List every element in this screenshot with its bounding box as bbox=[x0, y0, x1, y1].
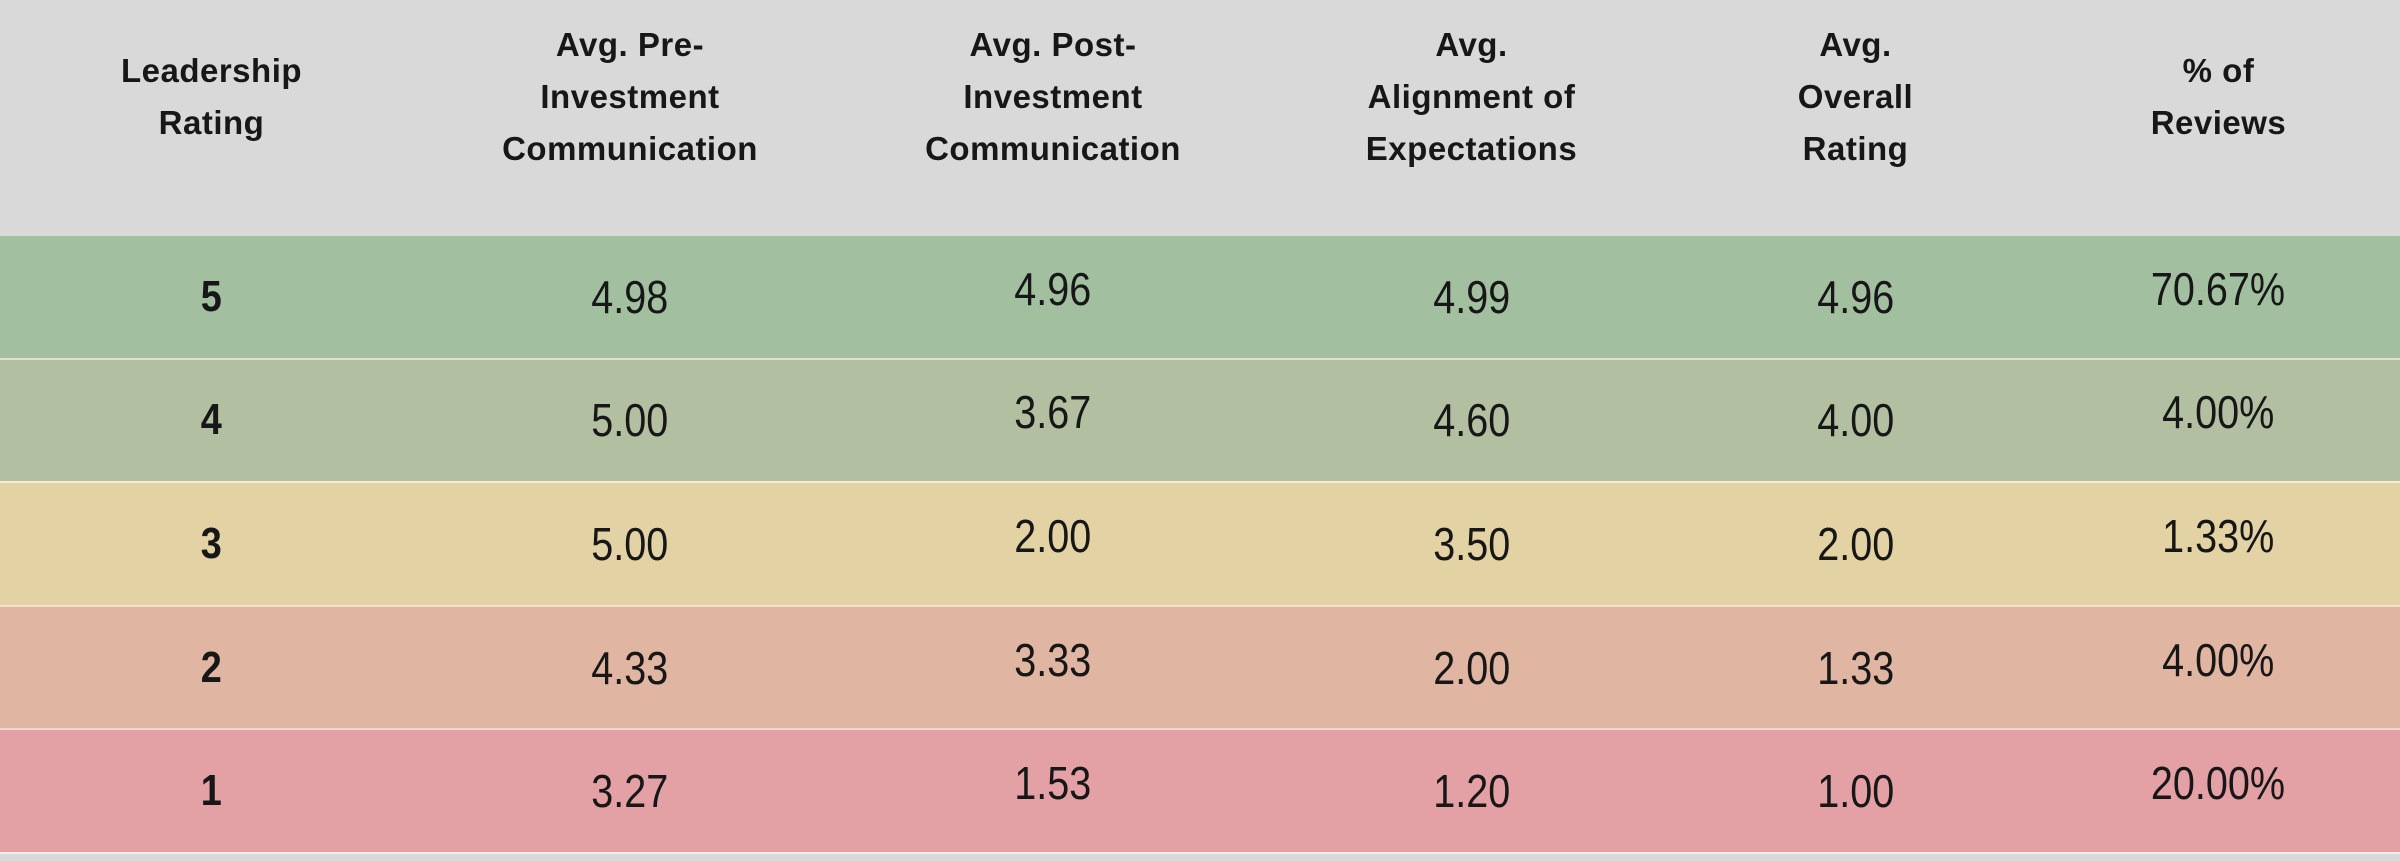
pre-investment-value: 5.00 bbox=[591, 517, 669, 570]
header-line: Investment bbox=[540, 78, 720, 115]
cell-percent-of-reviews: 70.67% bbox=[2037, 236, 2400, 358]
post-investment-value: 3.33 bbox=[1014, 633, 1092, 686]
percent-of-reviews-value: 20.00% bbox=[2151, 757, 2286, 810]
cell-pre-investment-communication: 4.98 bbox=[423, 236, 837, 358]
header-line: Communication bbox=[502, 130, 758, 167]
cell-overall-rating: 1.33 bbox=[1674, 607, 2037, 729]
header-line: Alignment of bbox=[1367, 78, 1576, 115]
table-row-rating-4: 4 5.00 3.67 4.60 4.00 4.00% bbox=[0, 357, 2400, 482]
table-header-row: Leadership Rating Avg. Pre- Investment C… bbox=[0, 0, 2400, 236]
alignment-value: 4.99 bbox=[1433, 270, 1510, 323]
cell-alignment-of-expectations: 4.60 bbox=[1269, 360, 1674, 482]
header-line: Leadership bbox=[120, 52, 303, 89]
post-investment-value: 4.96 bbox=[1014, 262, 1092, 315]
cell-leadership-rating: 5 bbox=[0, 236, 423, 358]
header-line: % of bbox=[2182, 52, 2255, 89]
cell-alignment-of-expectations: 1.20 bbox=[1269, 730, 1674, 852]
post-investment-value: 2.00 bbox=[1014, 509, 1092, 562]
cell-percent-of-reviews: 4.00% bbox=[2037, 607, 2400, 729]
cell-overall-rating: 2.00 bbox=[1674, 483, 2037, 605]
header-line: Communication bbox=[925, 130, 1181, 167]
post-investment-value: 3.67 bbox=[1014, 386, 1092, 439]
cell-overall-rating: 4.96 bbox=[1674, 236, 2037, 358]
cell-leadership-rating: 1 bbox=[0, 730, 423, 852]
cell-post-investment-communication: 2.00 bbox=[837, 483, 1269, 605]
alignment-value: 4.60 bbox=[1433, 394, 1510, 447]
cell-pre-investment-communication: 4.33 bbox=[423, 607, 837, 729]
cell-post-investment-communication: 1.53 bbox=[837, 730, 1269, 852]
cell-alignment-of-expectations: 2.00 bbox=[1269, 607, 1674, 729]
header-line: Avg. bbox=[1435, 26, 1508, 63]
pre-investment-value: 5.00 bbox=[591, 394, 669, 447]
percent-of-reviews-value: 70.67% bbox=[2151, 262, 2286, 315]
header-line: Rating bbox=[158, 104, 265, 141]
cell-percent-of-reviews: 4.00% bbox=[2037, 360, 2400, 482]
header-line: Expectations bbox=[1365, 130, 1578, 167]
cell-post-investment-communication: 4.96 bbox=[837, 236, 1269, 358]
cell-post-investment-communication: 3.33 bbox=[837, 607, 1269, 729]
cell-pre-investment-communication: 5.00 bbox=[423, 360, 837, 482]
partial-next-row-strip bbox=[0, 851, 2400, 861]
percent-of-reviews-value: 4.00% bbox=[2162, 633, 2275, 686]
header-line: Avg. bbox=[1819, 26, 1892, 63]
header-cell-pre-investment-communication: Avg. Pre- Investment Communication bbox=[423, 0, 837, 236]
header-line: Reviews bbox=[2150, 104, 2287, 141]
leadership-rating-value: 1 bbox=[200, 766, 223, 816]
overall-rating-value: 1.33 bbox=[1817, 641, 1894, 694]
header-cell-leadership-rating: Leadership Rating bbox=[0, 0, 423, 236]
cell-leadership-rating: 4 bbox=[0, 360, 423, 482]
header-cell-post-investment-communication: Avg. Post- Investment Communication bbox=[837, 0, 1269, 236]
alignment-value: 1.20 bbox=[1433, 765, 1510, 818]
alignment-value: 3.50 bbox=[1433, 517, 1510, 570]
cell-alignment-of-expectations: 4.99 bbox=[1269, 236, 1674, 358]
cell-alignment-of-expectations: 3.50 bbox=[1269, 483, 1674, 605]
cell-pre-investment-communication: 5.00 bbox=[423, 483, 837, 605]
percent-of-reviews-value: 1.33% bbox=[2162, 509, 2275, 562]
header-line: Avg. Post- bbox=[969, 26, 1137, 63]
leadership-rating-value: 2 bbox=[200, 642, 223, 692]
pre-investment-value: 3.27 bbox=[591, 765, 669, 818]
overall-rating-value: 4.00 bbox=[1817, 394, 1894, 447]
table-row-rating-2: 2 4.33 3.33 2.00 1.33 4.00% bbox=[0, 604, 2400, 729]
cell-percent-of-reviews: 20.00% bbox=[2037, 730, 2400, 852]
table-row-rating-3: 3 5.00 2.00 3.50 2.00 1.33% bbox=[0, 481, 2400, 605]
leadership-rating-value: 5 bbox=[200, 271, 223, 321]
cell-overall-rating: 4.00 bbox=[1674, 360, 2037, 482]
header-line: Avg. Pre- bbox=[555, 26, 705, 63]
pre-investment-value: 4.98 bbox=[591, 270, 669, 323]
table-row-rating-5: 5 4.98 4.96 4.99 4.96 70.67% bbox=[0, 236, 2400, 358]
leadership-rating-value: 3 bbox=[200, 518, 223, 568]
cell-percent-of-reviews: 1.33% bbox=[2037, 483, 2400, 605]
header-line: Investment bbox=[963, 78, 1143, 115]
percent-of-reviews-value: 4.00% bbox=[2162, 386, 2275, 439]
alignment-value: 2.00 bbox=[1433, 641, 1510, 694]
leadership-rating-value: 4 bbox=[200, 395, 223, 445]
header-line: Overall bbox=[1797, 78, 1914, 115]
header-cell-alignment-of-expectations: Avg. Alignment of Expectations bbox=[1269, 0, 1674, 236]
overall-rating-value: 2.00 bbox=[1817, 517, 1894, 570]
cell-leadership-rating: 2 bbox=[0, 607, 423, 729]
header-cell-percent-of-reviews: % of Reviews bbox=[2037, 0, 2400, 236]
pre-investment-value: 4.33 bbox=[591, 641, 669, 694]
overall-rating-value: 1.00 bbox=[1817, 765, 1894, 818]
cell-post-investment-communication: 3.67 bbox=[837, 360, 1269, 482]
overall-rating-value: 4.96 bbox=[1817, 270, 1894, 323]
header-line: Rating bbox=[1802, 130, 1909, 167]
header-cell-overall-rating: Avg. Overall Rating bbox=[1674, 0, 2037, 236]
cell-pre-investment-communication: 3.27 bbox=[423, 730, 837, 852]
cell-leadership-rating: 3 bbox=[0, 483, 423, 605]
post-investment-value: 1.53 bbox=[1014, 757, 1092, 810]
table-row-rating-1: 1 3.27 1.53 1.20 1.00 20.00% bbox=[0, 728, 2400, 852]
cell-overall-rating: 1.00 bbox=[1674, 730, 2037, 852]
